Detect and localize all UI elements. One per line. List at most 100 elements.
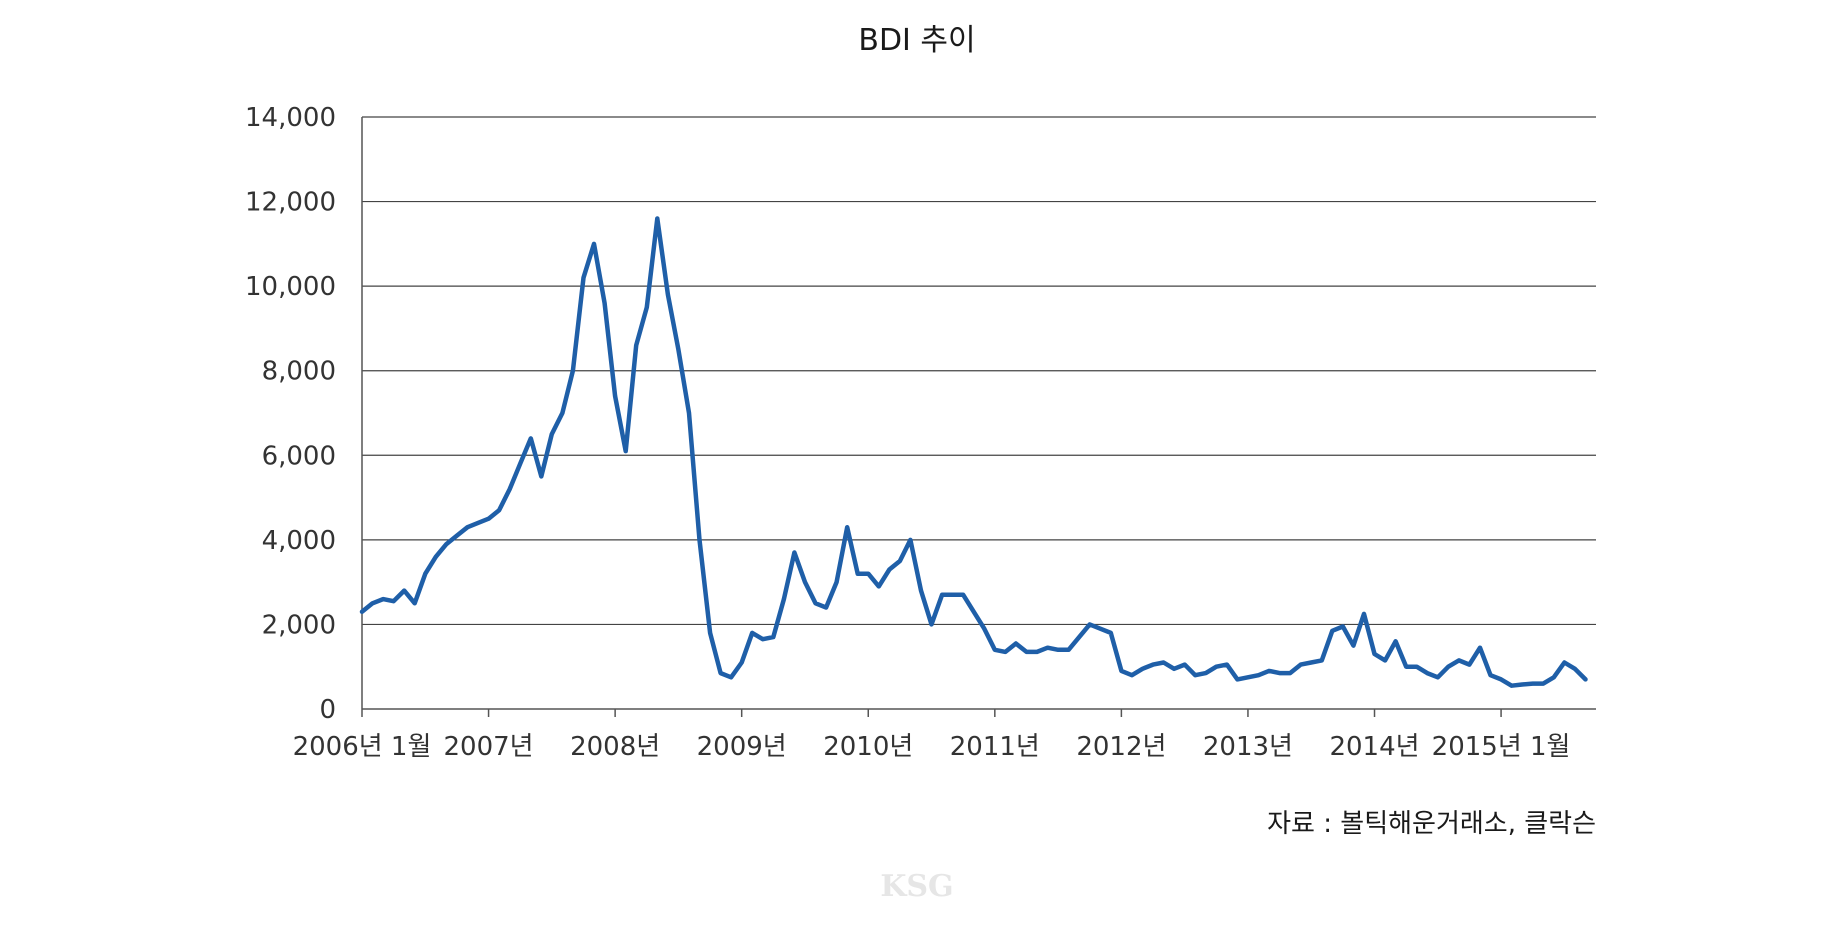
data-point (803, 580, 807, 584)
data-point (392, 599, 396, 603)
data-point (1436, 675, 1440, 679)
data-point (1046, 646, 1050, 650)
y-tick-label: 12,000 (245, 188, 336, 218)
data-point (719, 671, 723, 675)
data-point (1067, 648, 1071, 652)
data-point (761, 637, 765, 641)
data-point (1478, 646, 1482, 650)
y-tick-label: 10,000 (245, 272, 336, 302)
data-point (634, 343, 638, 347)
y-tick-label: 0 (319, 695, 336, 725)
data-point (402, 589, 406, 593)
data-point (940, 593, 944, 597)
data-point (1014, 641, 1018, 646)
data-point (1088, 622, 1092, 627)
data-point (898, 559, 902, 563)
data-point (360, 610, 364, 614)
data-point (560, 411, 565, 415)
data-point (1351, 644, 1355, 648)
chart-title: BDI 추이 (858, 23, 975, 58)
data-point (1288, 671, 1292, 675)
data-point (1552, 675, 1556, 679)
data-point (1341, 624, 1345, 629)
data-point (1098, 627, 1102, 631)
data-point (1225, 663, 1229, 667)
x-tick-label: 2011년 (950, 732, 1040, 762)
data-point (929, 622, 934, 627)
data-point (645, 305, 649, 309)
data-point (982, 627, 986, 631)
data-point (908, 538, 913, 542)
data-point (887, 567, 892, 572)
data-point (1162, 660, 1166, 665)
data-point (624, 449, 628, 453)
x-tick-label: 2007년 (444, 732, 534, 762)
data-point (919, 589, 923, 593)
data-point (1415, 665, 1419, 669)
data-point (1077, 635, 1081, 639)
data-point (1383, 658, 1387, 663)
data-point (487, 517, 491, 521)
data-point (413, 601, 417, 605)
x-tick-label: 2012년 (1076, 732, 1166, 762)
data-point (697, 538, 702, 542)
data-point (1520, 682, 1524, 687)
data-point (1499, 677, 1503, 682)
data-point (1425, 671, 1429, 675)
data-point (1309, 660, 1313, 665)
data-point (1024, 650, 1029, 654)
data-point (740, 660, 744, 665)
data-point (1267, 669, 1271, 673)
data-point (465, 525, 470, 529)
data-point (370, 601, 375, 605)
data-point (1278, 671, 1282, 675)
data-point (581, 276, 586, 280)
source-note: 자료 : 볼틱해운거래소, 클락슨 (1267, 809, 1596, 839)
data-point (529, 436, 533, 440)
data-point (550, 432, 554, 436)
data-point (434, 555, 438, 559)
data-point (824, 605, 828, 610)
data-point (1130, 673, 1134, 677)
data-point (1119, 669, 1123, 673)
data-point (1056, 648, 1060, 652)
x-tick-label: 2014년 (1329, 732, 1419, 762)
data-point (729, 675, 733, 679)
data-point (655, 216, 659, 221)
x-tick-label: 2008년 (570, 732, 660, 762)
gridlines (362, 116, 1596, 626)
data-point (1362, 612, 1366, 616)
x-tick-label: 2009년 (697, 732, 787, 762)
data-point (1246, 675, 1250, 679)
data-point (1488, 673, 1493, 677)
y-tick-label: 2,000 (262, 610, 336, 640)
data-point (592, 242, 596, 246)
data-point (1183, 663, 1187, 667)
data-point (1235, 677, 1239, 682)
data-point (1531, 682, 1535, 686)
data-point (792, 550, 797, 555)
data-point (676, 348, 681, 352)
data-point (866, 572, 870, 576)
data-point (497, 508, 501, 512)
data-point (1172, 667, 1176, 671)
data-point (1457, 658, 1461, 663)
data-point (1299, 663, 1303, 667)
x-tick-label: 2006년 1월 (293, 732, 432, 762)
data-point (381, 597, 385, 601)
data-point (750, 631, 754, 635)
data-point (1541, 682, 1545, 686)
data-point (993, 648, 997, 652)
data-point (508, 487, 512, 491)
data-point (1562, 660, 1566, 665)
data-point (1573, 667, 1577, 671)
data-point (771, 635, 775, 639)
data-point (1151, 663, 1155, 667)
data-point (603, 301, 607, 305)
data-point (1330, 629, 1334, 633)
y-tick-label: 4,000 (262, 526, 336, 556)
data-point (877, 584, 881, 589)
data-point (1204, 671, 1208, 675)
data-point (835, 580, 839, 584)
data-point (1035, 650, 1039, 654)
